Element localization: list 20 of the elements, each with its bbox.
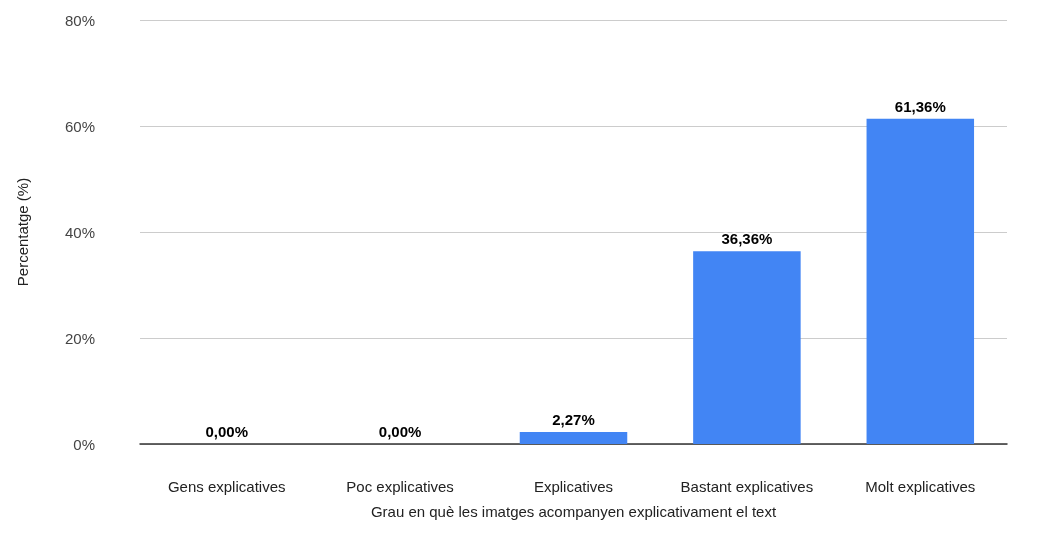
- x-axis-title: Grau en què les imatges acompanyen explicativament el text: [370, 503, 777, 520]
- x-tick-label: Explicatives: [533, 478, 614, 495]
- y-axis-title: Percentatge (%): [14, 177, 31, 287]
- data-label: 61,36%: [894, 97, 946, 115]
- bar: [693, 251, 801, 444]
- x-tick-label: Bastant explicatives: [680, 478, 814, 495]
- data-label: 2,27%: [552, 410, 595, 428]
- data-label: 36,36%: [721, 230, 773, 248]
- data-label: 0,00%: [378, 423, 422, 440]
- x-tick-label: Molt explicatives: [865, 478, 976, 495]
- x-tick-label: Gens explicatives: [167, 478, 286, 495]
- y-tick-label: 40%: [64, 223, 95, 241]
- y-tick-label: 80%: [64, 11, 95, 29]
- y-tick-label: 60%: [64, 117, 95, 135]
- x-tick-label: Poc explicatives: [346, 478, 454, 495]
- bar: [519, 431, 628, 444]
- data-label: 0,00%: [205, 423, 248, 440]
- y-tick-label: 20%: [64, 329, 95, 347]
- bar: [866, 118, 975, 444]
- y-tick-label: 0%: [73, 435, 95, 453]
